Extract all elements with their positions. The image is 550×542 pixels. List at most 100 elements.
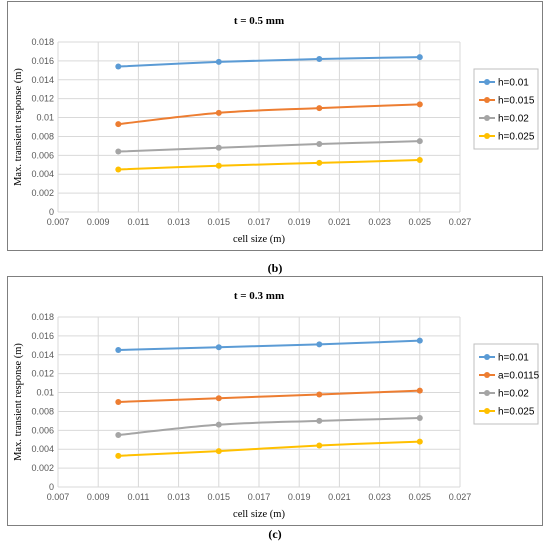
x-tick-label: 0.019 [288, 492, 311, 502]
legend-marker [484, 408, 490, 414]
y-axis-label: Max. transient response (m) [13, 343, 24, 461]
data-point [316, 391, 323, 398]
line-chart-c: t = 0.3 mm 0 0.002 0.004 0.006 0.008 0.01 0.012… [13, 290, 540, 520]
data-point [316, 56, 323, 62]
data-point [115, 148, 122, 155]
data-point [316, 442, 323, 449]
legend-marker [484, 115, 490, 121]
data-point [416, 337, 423, 344]
data-point [215, 109, 222, 116]
legend-entry: h=0.02 [498, 114, 529, 125]
caption-b: (b) [267, 261, 283, 275]
x-tick-label: 0.017 [248, 492, 271, 502]
y-axis-label: Max. transient response (m) [13, 68, 24, 186]
data-point [215, 144, 222, 151]
data-point [316, 105, 323, 112]
data-point [115, 432, 122, 439]
data-point [115, 63, 122, 70]
x-axis-label: cell size (m) [233, 234, 285, 245]
series-line [118, 56, 420, 68]
y-tick-label: 0.018 [31, 37, 54, 47]
y-tick-label: 0.016 [31, 56, 54, 66]
x-tick-label: 0.011 [127, 492, 149, 502]
x-tick-label: 0.015 [208, 217, 231, 227]
y-tick-label: 0 [49, 482, 54, 492]
legend-entry: a=0.0115 [498, 371, 540, 382]
y-tick-label: 0.018 [31, 312, 54, 322]
data-point [316, 159, 323, 166]
line-chart-b: t = 0.5 mm 0 0.002 0.004 0.006 0.008 0.01 0.012… [13, 15, 539, 245]
y-tick-label: 0.01 [36, 113, 54, 123]
series-line [118, 159, 420, 171]
data-point [316, 341, 323, 348]
series-line [118, 389, 420, 403]
y-tick-label: 0.006 [31, 425, 54, 435]
x-tick-label: 0.023 [368, 217, 391, 227]
data-point [115, 452, 122, 459]
x-tick-label: 0.023 [368, 492, 391, 502]
x-tick-label: 0.013 [167, 217, 190, 227]
legend-entry: h=0.025 [498, 407, 535, 418]
legend-marker [484, 133, 490, 139]
x-tick-label: 0.009 [87, 492, 110, 502]
y-tick-label: 0.008 [31, 131, 54, 141]
y-tick-label: 0 [49, 207, 54, 217]
data-point [416, 138, 423, 145]
series-line [118, 103, 420, 126]
series-line [118, 417, 420, 437]
caption-c: (c) [268, 527, 282, 541]
data-point [215, 58, 222, 65]
data-point [416, 54, 423, 61]
chart-panel-c: t = 0.3 mm 0 0.002 0.004 0.006 0.008 0.01 0.012… [7, 276, 543, 526]
y-tick-label: 0.008 [31, 406, 54, 416]
data-point [416, 101, 423, 108]
y-tick-label: 0.004 [31, 444, 54, 454]
series-line [118, 440, 420, 457]
x-tick-label: 0.025 [409, 217, 432, 227]
y-tick-label: 0.016 [31, 331, 54, 341]
data-point [115, 121, 122, 128]
data-point [416, 157, 423, 164]
data-point [416, 415, 423, 422]
x-tick-label: 0.027 [449, 492, 472, 502]
chart-title: t = 0.5 mm [234, 15, 284, 27]
data-point [215, 395, 222, 402]
series-line [118, 140, 420, 153]
legend-marker [484, 354, 490, 360]
y-tick-label: 0.012 [31, 94, 54, 104]
chart-title: t = 0.3 mm [234, 290, 284, 302]
x-tick-label: 0.011 [127, 217, 149, 227]
data-point [316, 417, 323, 424]
y-tick-label: 0.002 [31, 188, 54, 198]
x-tick-label: 0.025 [409, 492, 432, 502]
data-point [215, 421, 222, 428]
legend-entry: h=0.01 [498, 353, 529, 364]
chart-panel-b: t = 0.5 mm 0 0.002 0.004 0.006 0.008 0.01 0.012… [7, 1, 543, 251]
legend-marker [484, 79, 490, 85]
data-point [215, 448, 222, 455]
data-point [115, 347, 122, 354]
legend-marker [484, 97, 490, 103]
x-tick-label: 0.019 [288, 217, 311, 227]
y-tick-label: 0.012 [31, 369, 54, 379]
legend-entry: h=0.015 [498, 96, 535, 107]
y-tick-label: 0.004 [31, 169, 54, 179]
x-tick-label: 0.007 [47, 217, 70, 227]
legend-marker [484, 372, 490, 378]
x-tick-label: 0.021 [328, 217, 351, 227]
legend-marker [484, 390, 490, 396]
y-tick-label: 0.014 [31, 350, 54, 360]
data-point [215, 162, 222, 169]
y-tick-label: 0.006 [31, 150, 54, 160]
legend-entry: h=0.01 [498, 78, 529, 89]
x-tick-label: 0.021 [328, 492, 351, 502]
data-point [115, 166, 122, 173]
data-point [316, 141, 323, 147]
data-point [416, 387, 423, 394]
x-tick-label: 0.027 [449, 217, 472, 227]
x-axis-label: cell size (m) [233, 509, 285, 520]
x-tick-label: 0.007 [47, 492, 70, 502]
data-point [215, 344, 222, 351]
data-point [416, 438, 423, 445]
x-tick-label: 0.017 [248, 217, 271, 227]
